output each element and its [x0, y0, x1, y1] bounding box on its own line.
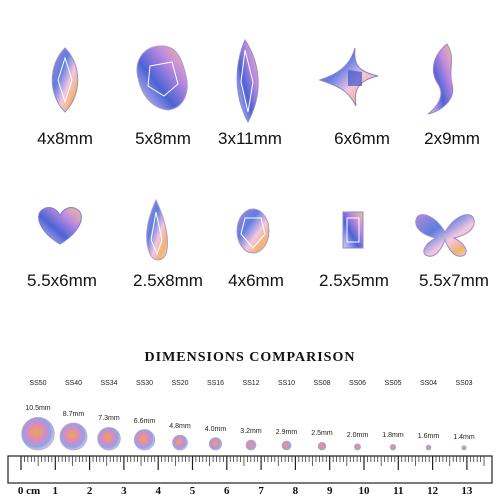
- ruler-ticks: [20, 456, 485, 470]
- baguette-icon: [342, 211, 364, 249]
- ruler-number: 8: [292, 485, 299, 497]
- gem-size-label: 5.5x6mm: [27, 271, 97, 290]
- heart-icon: [38, 207, 82, 245]
- ruler-number: 7: [258, 485, 264, 497]
- ss-size-label: SS34: [100, 380, 118, 387]
- gem-size-label: 3x11mm: [218, 129, 282, 148]
- ruler-number: 9: [326, 485, 333, 497]
- ss-size-label: SS03: [455, 380, 473, 387]
- rhinestone-circle: [97, 426, 121, 451]
- comparison-title: DIMENSIONS COMPARISON: [144, 350, 356, 365]
- gem-size-label: 4x6mm: [228, 271, 284, 290]
- teardrop-icon: [146, 198, 169, 261]
- ruler-number: 12: [427, 485, 439, 497]
- gem-size-label: 5x8mm: [135, 129, 191, 148]
- ss-size-label: SS08: [313, 380, 331, 387]
- ss-size-label: SS20: [171, 380, 189, 387]
- rhinestone-circle: [21, 417, 55, 451]
- mm-size-label: 7.3mm: [98, 415, 120, 423]
- ss-circles: [21, 417, 467, 451]
- mm-size-label: 4.0mm: [204, 425, 227, 433]
- rhinestone-circle: [133, 429, 156, 451]
- ss-size-label: SS10: [277, 380, 296, 387]
- ss-size-label: SS40: [64, 380, 83, 387]
- oval-icon: [236, 208, 270, 254]
- rhinestone-circle: [172, 434, 188, 451]
- gem-size-label: 2.5x5mm: [319, 271, 389, 290]
- ruler-number: 11: [393, 485, 404, 497]
- mm-size-label: 8.7mm: [62, 411, 85, 419]
- rhinestone-circle: [281, 440, 292, 451]
- mm-size-label: 1.4mm: [453, 433, 475, 441]
- mm-size-label: 2.9mm: [275, 429, 298, 436]
- gem-size-label: 5.5x7mm: [419, 271, 489, 290]
- mm-size-label: 1.6mm: [417, 433, 440, 441]
- ruler: [7, 455, 493, 484]
- navette-icon: [51, 47, 79, 113]
- star-icon: [318, 47, 379, 107]
- mm-size-label: 2.5mm: [311, 430, 333, 438]
- ss-size-label: SS12: [242, 380, 260, 387]
- rhinestone-circle: [389, 444, 397, 451]
- ss-size-label: SS06: [348, 380, 367, 387]
- rhinestone-circle: [59, 422, 88, 451]
- mm-size-label: 4.8mm: [169, 423, 191, 431]
- ruler-number: 3: [121, 485, 127, 497]
- gem-size-label: 2.5x8mm: [133, 271, 203, 290]
- gem-size-label: 2x9mm: [424, 129, 480, 148]
- rhinestone-circle: [353, 443, 361, 451]
- ruler-number: 4: [155, 485, 161, 497]
- rhinestone-circle: [461, 445, 467, 451]
- rhinestone-circle: [317, 441, 327, 451]
- rhinestone-circle: [425, 444, 432, 451]
- ruler-number: 6: [224, 485, 230, 497]
- ruler-number: 5: [189, 485, 196, 497]
- rhinestone-circle: [245, 439, 257, 451]
- ss-size-label: SS30: [135, 380, 154, 387]
- ruler-number: 1: [52, 485, 59, 497]
- mm-size-label: 10.5mm: [25, 405, 51, 413]
- ss-size-label: SS16: [206, 380, 225, 387]
- ruler-number: 13: [461, 485, 473, 497]
- mm-size-label: 3.2mm: [240, 428, 262, 436]
- wave-icon: [427, 43, 454, 115]
- pear-icon: [136, 45, 188, 111]
- mm-size-label: 6.6mm: [133, 417, 156, 425]
- ruler-number: 0 cm: [17, 485, 41, 497]
- ruler-number: 10: [358, 485, 370, 497]
- butterfly-icon: [415, 214, 475, 257]
- long-navette-icon: [236, 38, 259, 124]
- gem-size-label: 6x6mm: [334, 129, 390, 148]
- rhinestone-circle: [208, 437, 223, 451]
- ss-size-label: SS04: [419, 380, 438, 387]
- ss-size-label: SS05: [384, 380, 402, 387]
- mm-size-label: 1.8mm: [382, 432, 404, 440]
- gem-size-label: 4x8mm: [37, 129, 93, 148]
- ruler-number: 2: [86, 485, 93, 497]
- ss-size-label: SS50: [29, 380, 47, 387]
- mm-size-label: 2.0mm: [346, 431, 369, 439]
